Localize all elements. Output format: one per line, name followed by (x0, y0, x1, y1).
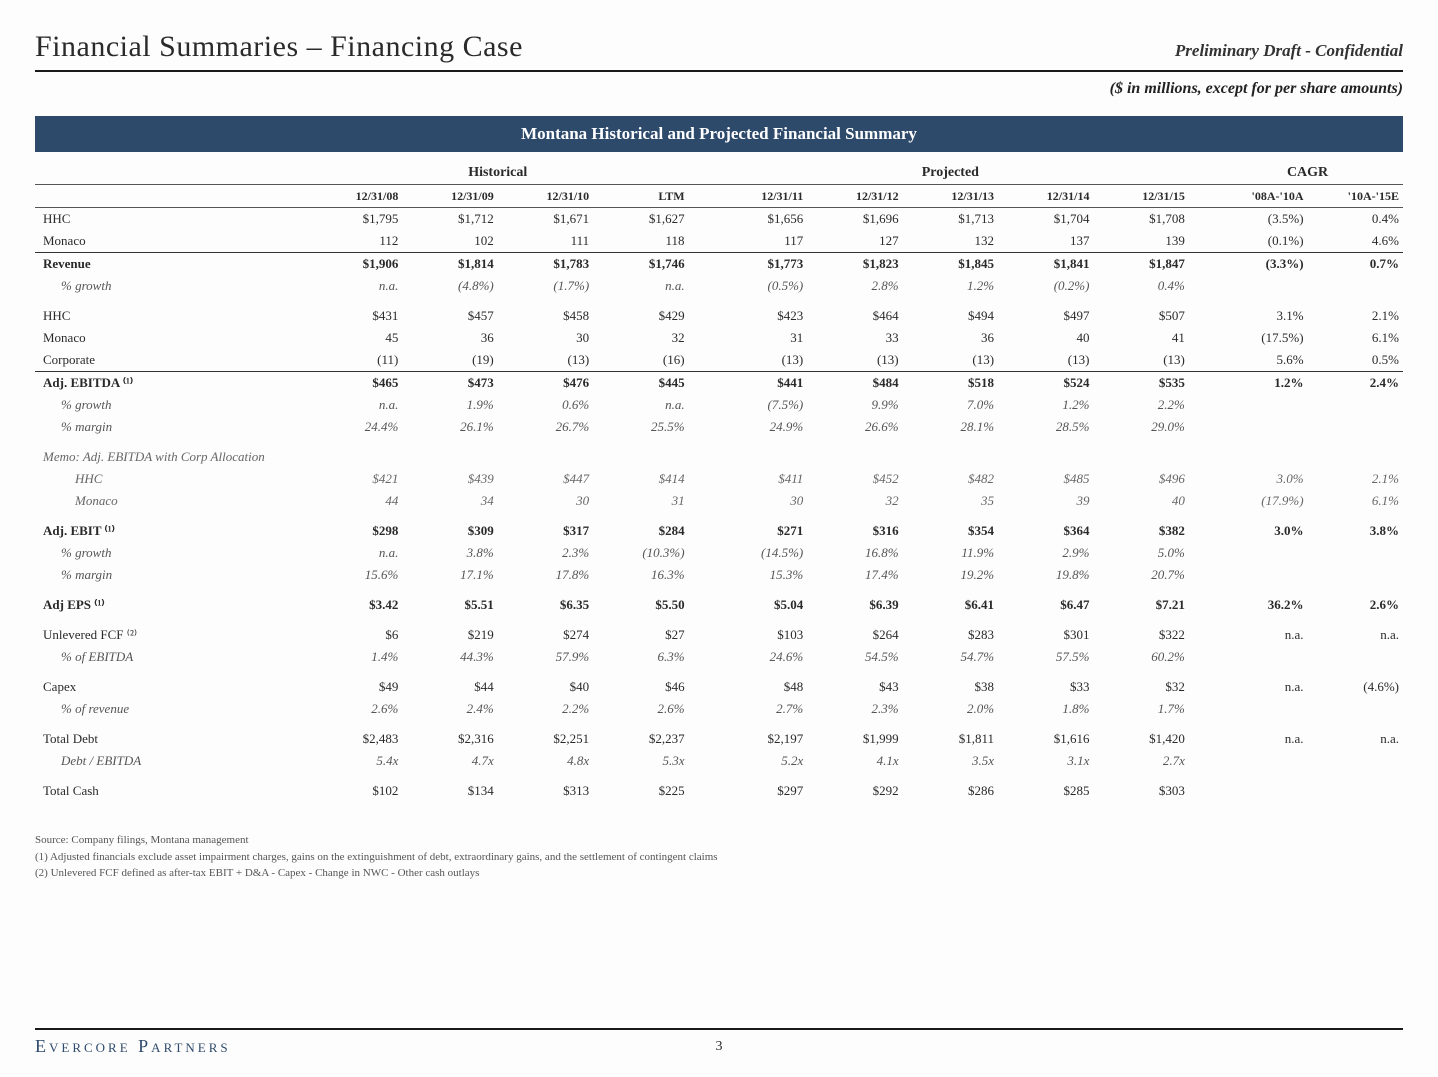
table-row: % of revenue2.6%2.4%2.2%2.6%2.7%2.3%2.0%… (35, 698, 1403, 720)
row-label: % margin (35, 564, 307, 586)
table-row: % margin15.6%17.1%17.8%16.3%15.3%17.4%19… (35, 564, 1403, 586)
table-row: Adj. EBITDA ⁽¹⁾$465$473$476$445$441$484$… (35, 372, 1403, 395)
table-row: % margin24.4%26.1%26.7%25.5%24.9%26.6%28… (35, 416, 1403, 438)
source-line: Source: Company filings, Montana managem… (35, 832, 1403, 849)
row-label: % margin (35, 416, 307, 438)
table-row: HHC$1,795$1,712$1,671$1,627$1,656$1,696$… (35, 208, 1403, 231)
row-label: % growth (35, 542, 307, 564)
group-header-row: Historical Projected CAGR (35, 162, 1403, 185)
table-row: Monaco443430313032353940(17.9%)6.1% (35, 490, 1403, 512)
footnote-2: (2) Unlevered FCF defined as after-tax E… (35, 865, 1403, 882)
table-row: Adj EPS ⁽¹⁾$3.42$5.51$6.35$5.50$5.04$6.3… (35, 594, 1403, 616)
row-label: % of EBITDA (35, 646, 307, 668)
row-label: Unlevered FCF ⁽²⁾ (35, 624, 307, 646)
row-label: Memo: Adj. EBITDA with Corp Allocation (35, 446, 307, 468)
row-label: Adj. EBIT ⁽¹⁾ (35, 520, 307, 542)
table-row: Capex$49$44$40$46$48$43$38$33$32n.a.(4.6… (35, 676, 1403, 698)
row-label: Monaco (35, 490, 307, 512)
row-label: Corporate (35, 349, 307, 372)
row-label: HHC (35, 208, 307, 231)
table-row: % growthn.a.(4.8%)(1.7%)n.a.(0.5%)2.8%1.… (35, 275, 1403, 297)
row-label: Monaco (35, 230, 307, 253)
row-label: HHC (35, 468, 307, 490)
row-label: % growth (35, 275, 307, 297)
hist-group: Historical (307, 162, 689, 185)
table-row: Total Cash$102$134$313$225$297$292$286$2… (35, 780, 1403, 802)
subtitle: ($ in millions, except for per share amo… (35, 80, 1403, 98)
company-logo: Evercore Partners (35, 1036, 231, 1057)
table-row: Monaco453630323133364041(17.5%)6.1% (35, 327, 1403, 349)
row-label: HHC (35, 305, 307, 327)
table-row: Corporate(11)(19)(13)(16)(13)(13)(13)(13… (35, 349, 1403, 372)
page-footer: Evercore Partners 3 (35, 1028, 1403, 1057)
row-label: % of revenue (35, 698, 307, 720)
row-label: Adj. EBITDA ⁽¹⁾ (35, 372, 307, 395)
table-row: HHC$421$439$447$414$411$452$482$485$4963… (35, 468, 1403, 490)
row-label: Revenue (35, 253, 307, 276)
table-row: Unlevered FCF ⁽²⁾$6$219$274$27$103$264$2… (35, 624, 1403, 646)
page-number: 3 (716, 1039, 723, 1055)
table-row: % growthn.a.3.8%2.3%(10.3%)(14.5%)16.8%1… (35, 542, 1403, 564)
row-label: % growth (35, 394, 307, 416)
table-row: % growthn.a.1.9%0.6%n.a.(7.5%)9.9%7.0%1.… (35, 394, 1403, 416)
proj-group: Projected (712, 162, 1189, 185)
table-row: Total Debt$2,483$2,316$2,251$2,237$2,197… (35, 728, 1403, 750)
financial-table: Historical Projected CAGR 12/31/0812/31/… (35, 162, 1403, 802)
date-header-row: 12/31/0812/31/0912/31/10LTM 12/31/1112/3… (35, 185, 1403, 208)
row-label: Monaco (35, 327, 307, 349)
cagr-group: CAGR (1212, 162, 1403, 185)
table-row: Debt / EBITDA5.4x4.7x4.8x5.3x5.2x4.1x3.5… (35, 750, 1403, 772)
row-label: Capex (35, 676, 307, 698)
row-label: Total Cash (35, 780, 307, 802)
footnote-1: (1) Adjusted financials exclude asset im… (35, 849, 1403, 866)
table-row: % of EBITDA1.4%44.3%57.9%6.3%24.6%54.5%5… (35, 646, 1403, 668)
row-label: Debt / EBITDA (35, 750, 307, 772)
page-header: Financial Summaries – Financing Case Pre… (35, 30, 1403, 72)
table-banner: Montana Historical and Projected Financi… (35, 116, 1403, 152)
draft-label: Preliminary Draft - Confidential (1175, 41, 1403, 61)
source-notes: Source: Company filings, Montana managem… (35, 832, 1403, 882)
table-row: Adj. EBIT ⁽¹⁾$298$309$317$284$271$316$35… (35, 520, 1403, 542)
table-row: Monaco112102111118117127132137139(0.1%)4… (35, 230, 1403, 253)
row-label: Adj EPS ⁽¹⁾ (35, 594, 307, 616)
table-row: HHC$431$457$458$429$423$464$494$497$5073… (35, 305, 1403, 327)
table-row: Memo: Adj. EBITDA with Corp Allocation (35, 446, 1403, 468)
row-label: Total Debt (35, 728, 307, 750)
page-title: Financial Summaries – Financing Case (35, 30, 523, 64)
table-row: Revenue$1,906$1,814$1,783$1,746$1,773$1,… (35, 253, 1403, 276)
